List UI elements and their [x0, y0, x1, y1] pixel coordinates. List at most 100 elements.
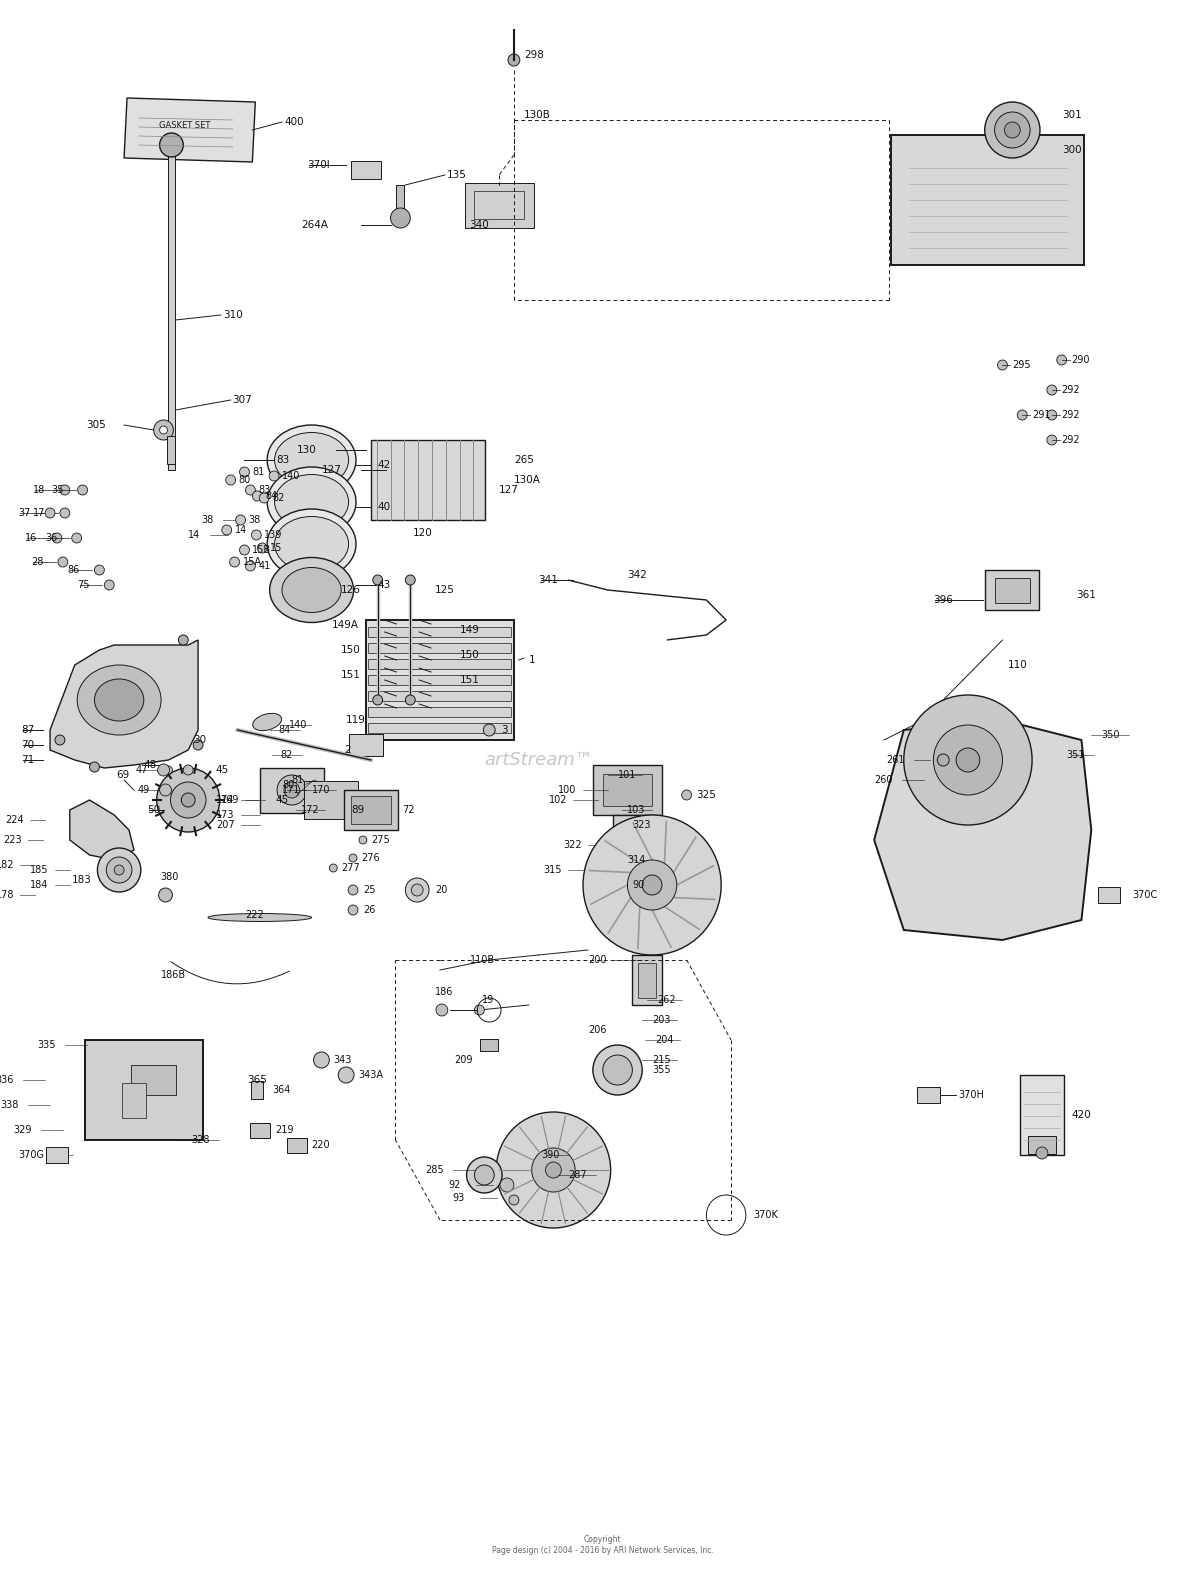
Text: 287: 287 — [568, 1170, 587, 1180]
Circle shape — [106, 857, 132, 884]
Bar — [46, 1147, 68, 1162]
Bar — [613, 814, 652, 876]
Ellipse shape — [270, 558, 353, 622]
Circle shape — [158, 888, 173, 902]
Circle shape — [583, 814, 721, 954]
Circle shape — [545, 1162, 562, 1178]
Text: 300: 300 — [1061, 145, 1082, 154]
Bar — [371, 439, 484, 520]
Text: 19: 19 — [482, 995, 495, 1005]
Circle shape — [349, 885, 358, 895]
Bar — [250, 1123, 270, 1137]
Circle shape — [178, 635, 188, 646]
Text: 275: 275 — [371, 835, 389, 846]
Text: 82: 82 — [280, 750, 293, 761]
Ellipse shape — [94, 679, 144, 721]
Text: 110: 110 — [1008, 660, 1027, 669]
Text: 42: 42 — [377, 460, 392, 469]
Text: 100: 100 — [558, 784, 577, 795]
Circle shape — [164, 765, 173, 773]
Text: 206: 206 — [588, 1025, 607, 1035]
Bar — [259, 767, 324, 813]
Bar — [369, 707, 512, 717]
Polygon shape — [124, 98, 256, 162]
Text: 314: 314 — [627, 855, 646, 865]
Text: 92: 92 — [449, 1180, 462, 1191]
Circle shape — [349, 906, 358, 915]
Text: 361: 361 — [1077, 591, 1096, 600]
Text: 325: 325 — [696, 791, 716, 800]
Bar — [131, 1065, 176, 1095]
Bar — [995, 578, 1029, 603]
Text: 184: 184 — [30, 880, 49, 890]
Text: 276: 276 — [361, 854, 380, 863]
Text: 380: 380 — [161, 873, 178, 882]
Text: 173: 173 — [215, 810, 234, 821]
Text: 174: 174 — [215, 795, 234, 805]
Text: 178: 178 — [0, 890, 14, 899]
Circle shape — [984, 102, 1040, 158]
Text: 204: 204 — [654, 1035, 674, 1044]
Ellipse shape — [208, 913, 312, 921]
Text: 18: 18 — [33, 485, 45, 495]
Bar — [168, 135, 175, 469]
Bar — [251, 1080, 263, 1099]
Text: 351: 351 — [1066, 750, 1085, 761]
Text: 149A: 149A — [331, 621, 358, 630]
Circle shape — [181, 792, 195, 806]
Bar — [475, 191, 524, 219]
Text: 140: 140 — [282, 471, 300, 480]
Bar — [632, 954, 662, 1005]
Text: 185: 185 — [30, 865, 49, 876]
Text: 14: 14 — [234, 524, 246, 536]
Circle shape — [252, 491, 262, 501]
Circle shape — [627, 860, 677, 910]
Circle shape — [436, 1003, 447, 1016]
Circle shape — [1047, 435, 1057, 446]
Circle shape — [159, 425, 168, 435]
Text: 17: 17 — [33, 509, 45, 518]
Circle shape — [98, 847, 140, 891]
Circle shape — [157, 764, 169, 776]
Text: 365: 365 — [248, 1076, 268, 1085]
Circle shape — [593, 1044, 643, 1095]
Text: 150: 150 — [459, 650, 480, 660]
Circle shape — [226, 476, 236, 485]
Text: 15B: 15B — [252, 545, 271, 554]
Text: 83: 83 — [258, 485, 270, 495]
Text: 396: 396 — [933, 595, 953, 605]
Text: 343A: 343A — [358, 1069, 383, 1080]
Circle shape — [94, 565, 105, 575]
Bar — [1020, 1076, 1064, 1154]
Text: 390: 390 — [541, 1150, 560, 1161]
Text: 310: 310 — [223, 310, 243, 320]
Bar — [305, 781, 358, 819]
Text: 89: 89 — [351, 805, 364, 814]
Circle shape — [475, 1166, 494, 1184]
Text: 338: 338 — [1, 1099, 19, 1110]
Text: 315: 315 — [544, 865, 562, 876]
Circle shape — [1047, 384, 1057, 395]
Circle shape — [71, 532, 82, 543]
Text: 127: 127 — [321, 465, 342, 476]
Bar — [349, 734, 383, 756]
Circle shape — [159, 784, 171, 795]
Bar — [481, 1040, 499, 1051]
Circle shape — [372, 695, 383, 706]
Circle shape — [995, 112, 1031, 148]
Circle shape — [1036, 1147, 1048, 1159]
Circle shape — [277, 775, 307, 805]
Circle shape — [466, 1158, 502, 1192]
Text: 126: 126 — [342, 584, 361, 595]
Text: 370G: 370G — [19, 1150, 44, 1161]
Text: 305: 305 — [87, 421, 106, 430]
Text: 37: 37 — [19, 509, 31, 518]
Circle shape — [508, 54, 520, 66]
Text: 81: 81 — [252, 468, 264, 477]
Text: 265: 265 — [514, 455, 534, 465]
Circle shape — [1004, 121, 1020, 139]
Text: 82: 82 — [273, 493, 284, 502]
Text: 71: 71 — [21, 754, 35, 765]
Text: 329: 329 — [13, 1125, 32, 1136]
Circle shape — [500, 1178, 514, 1192]
